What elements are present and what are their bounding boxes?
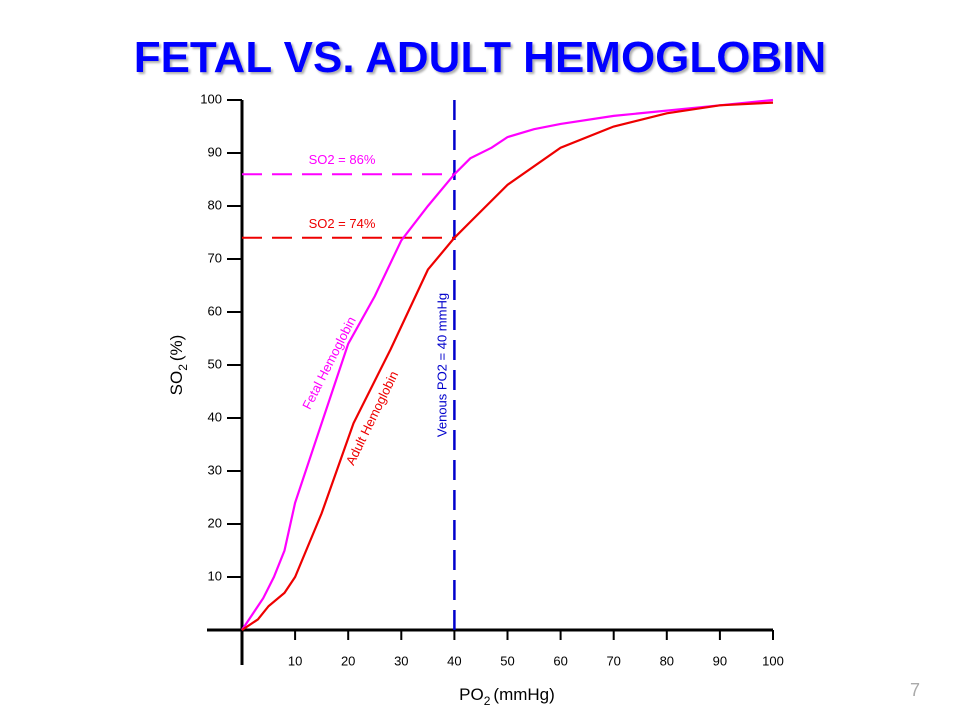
curve-label: Adult Hemoglobin <box>343 369 401 468</box>
reference-label: SO2 = 74% <box>309 216 376 231</box>
y-tick-label: 50 <box>208 356 222 371</box>
x-axis-title-base: PO <box>459 685 484 704</box>
y-tick-label: 40 <box>208 409 222 424</box>
y-axis-title-base: SO <box>167 371 186 396</box>
x-axis-title-sub: 2 <box>484 694 491 708</box>
y-tick-label: 20 <box>208 515 222 530</box>
x-tick-label: 100 <box>762 653 784 668</box>
x-tick-label: 50 <box>500 653 514 668</box>
y-tick-label: 90 <box>208 144 222 159</box>
x-tick-label: 60 <box>553 653 567 668</box>
y-axis-title-rest: (%) <box>167 335 186 361</box>
curve-label: Fetal Hemoglobin <box>299 314 359 412</box>
y-tick-label: 80 <box>208 197 222 212</box>
y-tick-label: 70 <box>208 250 222 265</box>
y-axis-title: SO2 (%) <box>167 335 190 396</box>
x-tick-label: 40 <box>447 653 461 668</box>
y-tick-label: 60 <box>208 303 222 318</box>
x-tick-label: 10 <box>288 653 302 668</box>
x-tick-label: 70 <box>606 653 620 668</box>
y-tick-label: 30 <box>208 462 222 477</box>
x-tick-label: 90 <box>713 653 727 668</box>
reference-label: SO2 = 86% <box>309 152 376 167</box>
x-tick-label: 80 <box>660 653 674 668</box>
y-tick-label: 10 <box>208 568 222 583</box>
y-axis-title-sub: 2 <box>176 364 190 371</box>
x-axis-title: PO2 (mmHg) <box>459 685 555 708</box>
x-tick-label: 20 <box>341 653 355 668</box>
x-axis-title-rest: (mmHg) <box>493 685 554 704</box>
venous-label: Venous PO2 = 40 mmHg <box>434 293 449 437</box>
slide-title: FETAL VS. ADULT HEMOGLOBIN <box>134 33 827 82</box>
curve <box>241 101 774 631</box>
x-tick-label: 30 <box>394 653 408 668</box>
page-number: 7 <box>910 680 920 700</box>
y-tick-label: 100 <box>200 91 222 106</box>
curve <box>241 98 774 631</box>
